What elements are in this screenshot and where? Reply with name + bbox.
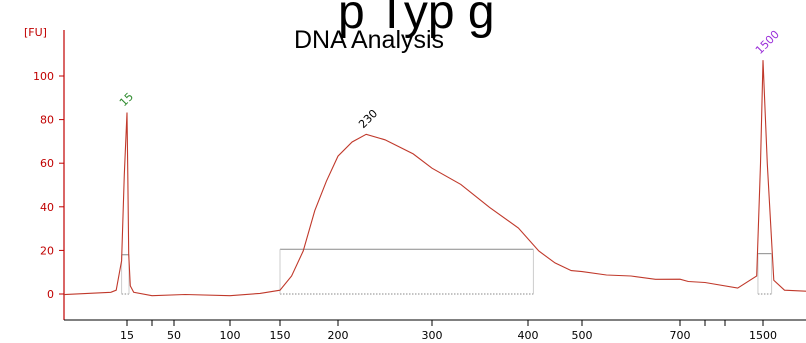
x-tick-label: 100	[220, 329, 241, 342]
x-tick-label: 50	[167, 329, 181, 342]
peak-labels: 15 230 1500	[117, 28, 782, 131]
x-tick-label: 1500	[749, 329, 777, 342]
x-tick-label: 15	[120, 329, 134, 342]
x-tick-label: 500	[572, 329, 593, 342]
x-tick-label: 200	[328, 329, 349, 342]
y-tick-label: 60	[40, 157, 54, 170]
x-tick-label: 700	[670, 329, 691, 342]
x-tick-label: 150	[270, 329, 291, 342]
peak-label: 230	[356, 107, 380, 131]
electropherogram-trace	[63, 60, 806, 297]
y-tick-label: 20	[40, 244, 54, 257]
y-tick-label: 100	[33, 70, 54, 83]
y-tick-label: 80	[40, 114, 54, 127]
peak-label: 15	[117, 90, 136, 109]
x-ticks: 15 50 100 150 200 300 400 500 700 1500	[120, 320, 777, 342]
x-tick-label: 400	[518, 329, 539, 342]
overflow-title: p Typ g	[338, 0, 495, 39]
chart-title: DNA Analysis	[294, 26, 444, 54]
y-axis-unit: [FU]	[24, 26, 47, 39]
peak-label: 1500	[753, 28, 782, 57]
region-markers	[121, 248, 773, 295]
y-tick-label: 40	[40, 201, 54, 214]
y-tick-label: 0	[47, 288, 54, 301]
x-tick-label: 300	[422, 329, 443, 342]
y-ticks: 0 20 40 60 80 100	[33, 70, 64, 301]
